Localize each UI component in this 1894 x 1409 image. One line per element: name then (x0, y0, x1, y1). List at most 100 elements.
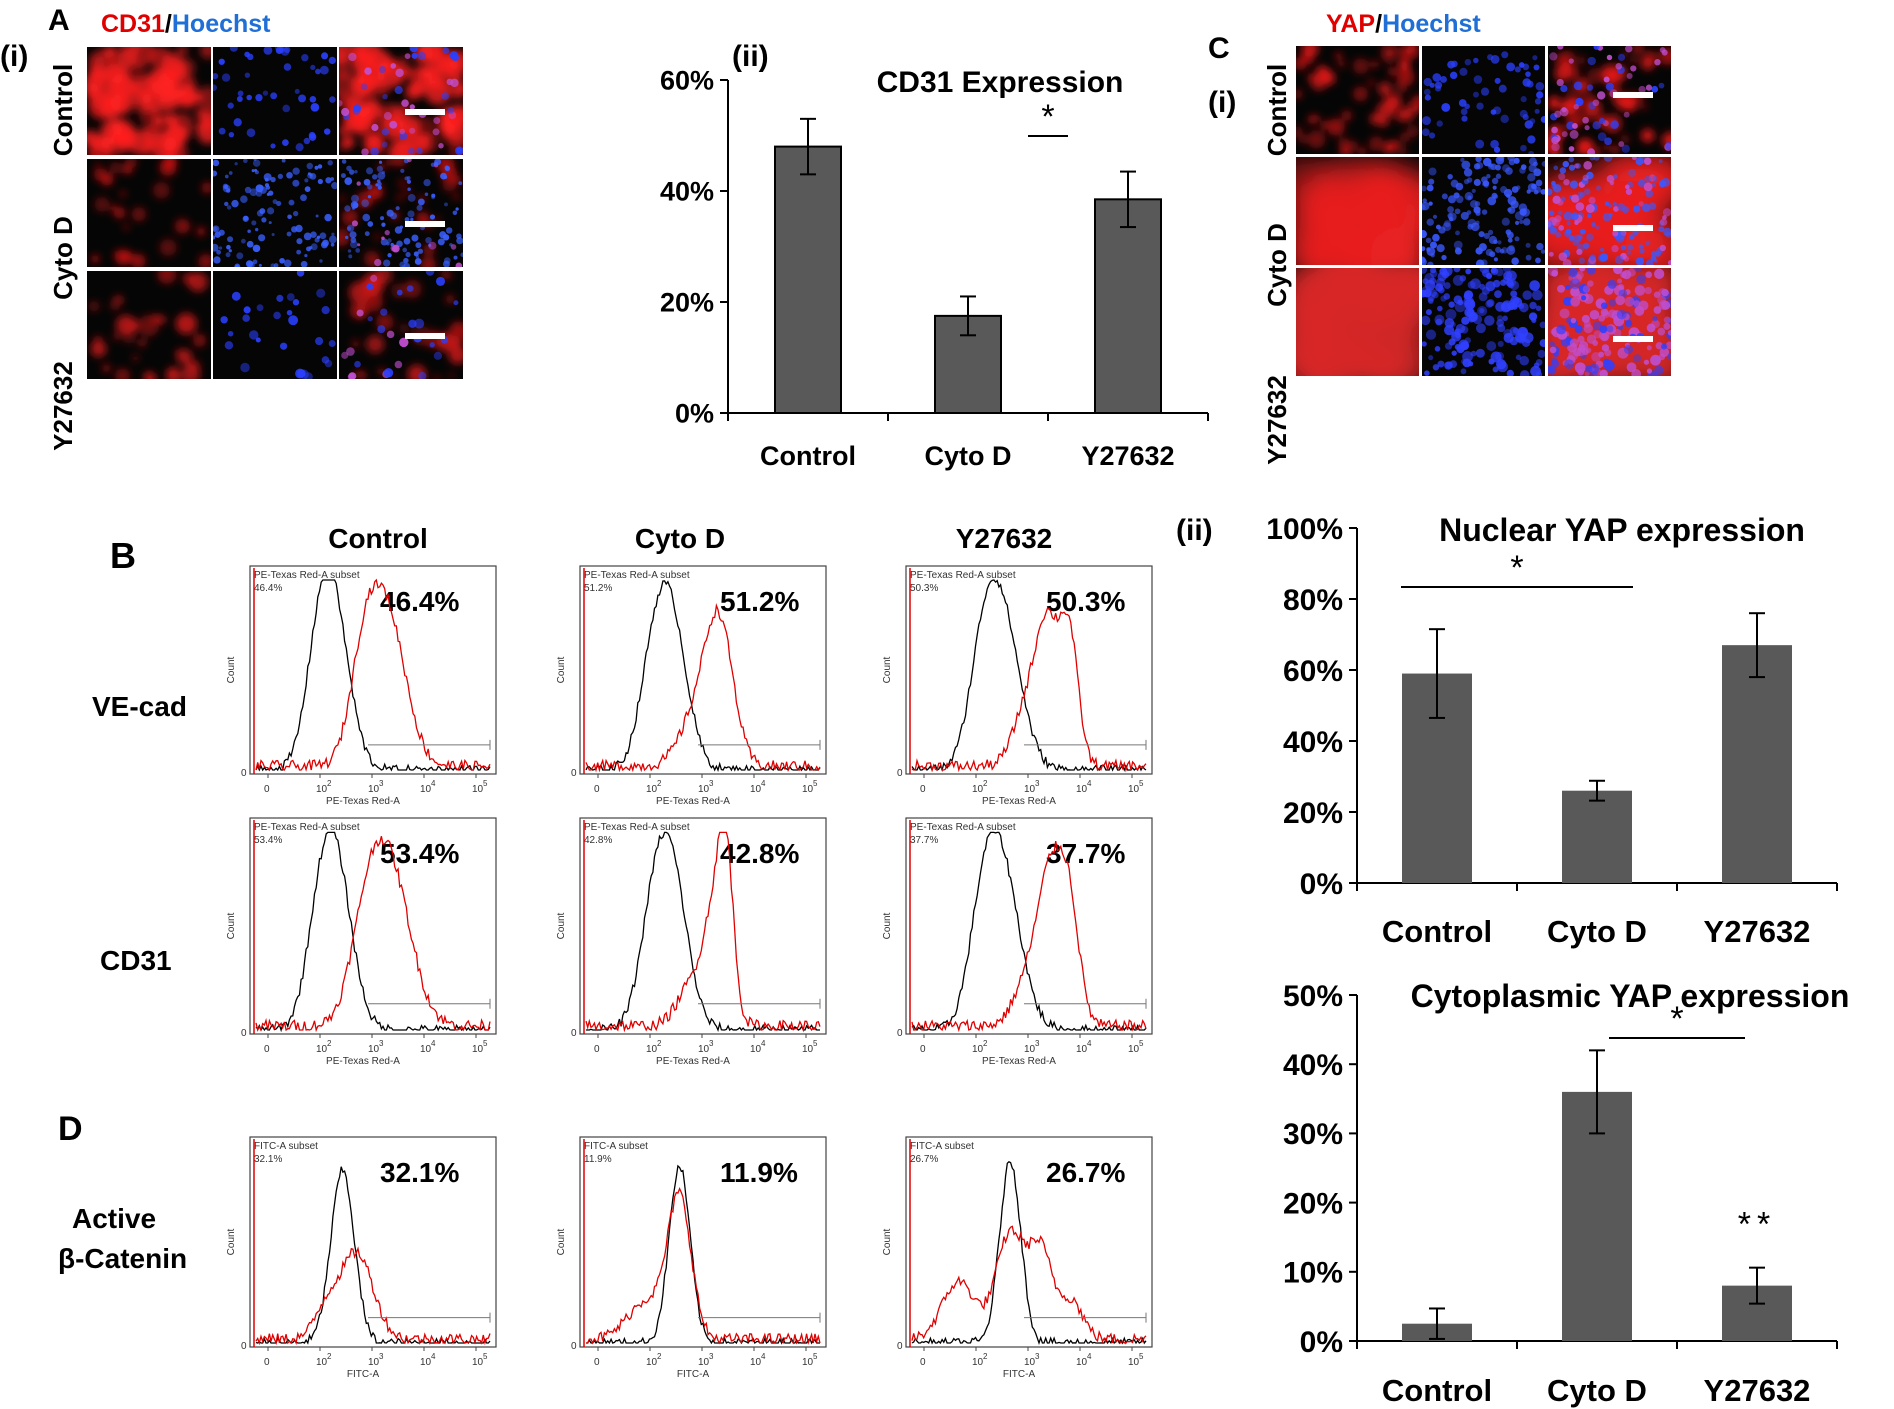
micrograph-r2-c2 (213, 159, 337, 267)
flow-axis-label: PE-Texas Red-A (326, 796, 400, 807)
flow-tick-exponent: 4 (1087, 1352, 1092, 1361)
flow-tick-label: 10 (698, 1044, 710, 1055)
scale-bar (405, 333, 445, 339)
flow-tick-label: 10 (750, 1357, 762, 1368)
flow-tick-label: 10 (316, 1357, 328, 1368)
gate-name: FITC-A subset (254, 1141, 318, 1152)
flow-tick-exponent: 3 (379, 779, 384, 788)
gate-value-small: 53.4% (254, 835, 282, 846)
control-histogram (255, 831, 491, 1033)
category-label: Control (1382, 1373, 1492, 1408)
flow-row-label-cd31: CD31 (100, 945, 172, 976)
flow-axis-label: FITC-A (347, 1369, 380, 1380)
blue-nuclei (213, 47, 336, 152)
flow-histogram-r2-c3: PE-Texas Red-A subset 37.7% 37.7% Count 0 0 10… (882, 817, 1153, 1067)
y-tick-label: 30% (1283, 1118, 1343, 1151)
flow-histogram-r2-c1: PE-Texas Red-A subset 53.4% 53.4% Count 0 0 10… (226, 817, 497, 1067)
stained-histogram (255, 836, 491, 1033)
gate-value-small: 51.2% (584, 583, 612, 594)
chart-title: CD31 Expression (877, 66, 1124, 99)
flow-tick-exponent: 5 (813, 779, 818, 788)
micro-c-stain-blue: Hoechst (1382, 10, 1481, 38)
stained-histogram (585, 603, 821, 773)
control-histogram (911, 1161, 1147, 1346)
micro-a-row-label-control: Control (48, 64, 78, 156)
gate-name: PE-Texas Red-A subset (584, 570, 690, 581)
y-tick-label: 20% (1283, 1187, 1343, 1220)
y-tick-label: 0% (1300, 1326, 1343, 1359)
stained-histogram (255, 578, 491, 772)
flow-tick-exponent: 2 (657, 1039, 662, 1048)
baseline-label: 0 (897, 1028, 903, 1039)
bar-control (774, 145, 842, 414)
count-axis-label: Count (882, 912, 893, 939)
red-signal (90, 159, 211, 267)
flow-tick-label: 10 (972, 1044, 984, 1055)
micrograph-r3-c2 (213, 271, 337, 379)
flow-tick-exponent: 3 (709, 1039, 714, 1048)
bar-y27632 (1722, 645, 1792, 883)
micro-c-row-label-y27632: Y27632 (1262, 375, 1292, 465)
flow-tick-label: 10 (802, 1044, 814, 1055)
flow-tick-label: 10 (1128, 784, 1140, 795)
flow-tick-label: 10 (750, 784, 762, 795)
flow-tick-label: 10 (646, 784, 658, 795)
flow-tick-exponent: 4 (761, 779, 766, 788)
flow-tick-exponent: 3 (379, 1352, 384, 1361)
y-tick-label: 0% (675, 399, 714, 429)
micrograph-r3-c3 (339, 271, 463, 379)
flow-tick-exponent: 2 (983, 1039, 988, 1048)
red-signal (1296, 46, 1419, 154)
flow-axis-label: PE-Texas Red-A (982, 796, 1056, 807)
micrograph-r1-c1 (1296, 46, 1419, 154)
y-tick-label: 60% (660, 66, 714, 96)
count-axis-label: Count (226, 656, 237, 683)
flow-tick-label: 0 (264, 1357, 270, 1368)
panel-letter-a: A (48, 4, 70, 37)
scale-bar (1613, 92, 1653, 98)
y-tick-label: 20% (1283, 797, 1343, 830)
histogram-frame (579, 817, 827, 1035)
flow-tick-exponent: 3 (709, 1352, 714, 1361)
flow-tick-label: 10 (420, 1357, 432, 1368)
category-label: Control (760, 441, 856, 471)
gate-value-small: 11.9% (584, 1154, 612, 1165)
flow-tick-exponent: 5 (1139, 779, 1144, 788)
flow-tick-exponent: 2 (983, 779, 988, 788)
category-label: Cyto D (1547, 1373, 1647, 1408)
flow-tick-label: 0 (920, 1044, 926, 1055)
blue-nuclei (1548, 268, 1671, 376)
flow-tick-exponent: 5 (483, 1039, 488, 1048)
panel-c-ii-label: (ii) (1176, 514, 1213, 547)
flow-tick-exponent: 4 (761, 1039, 766, 1048)
flow-tick-exponent: 3 (1035, 1039, 1040, 1048)
red-signal (1296, 268, 1419, 376)
annotation-stars: ** (1738, 1206, 1776, 1244)
red-signal (87, 47, 211, 155)
flow-col-header-cytod: Cyto D (635, 523, 725, 554)
chart-title: Nuclear YAP expression (1439, 512, 1805, 548)
control-histogram (255, 579, 491, 772)
y-tick-label: 40% (660, 177, 714, 207)
flow-histogram-r2-c2: PE-Texas Red-A subset 42.8% 42.8% Count 0 0 10… (556, 817, 827, 1067)
flow-histogram-r1-c2: PE-Texas Red-A subset 51.2% 51.2% Count 0 0 10… (556, 565, 827, 807)
gate-value-small: 32.1% (254, 1154, 282, 1165)
y-tick-label: 40% (1283, 1049, 1343, 1082)
y-tick-label: 10% (1283, 1257, 1343, 1290)
nuclear-yap-chart: 0% 20% 40% 60% 80% 100% Control Cyto D Y27632 Nuc… (1266, 512, 1838, 949)
panel-letter-b: B (110, 535, 136, 576)
flow-tick-label: 10 (368, 1357, 380, 1368)
flow-tick-exponent: 4 (431, 1039, 436, 1048)
flow-histogram-r1-c3: PE-Texas Red-A subset 50.3% 50.3% Count 0 0 10… (882, 565, 1153, 807)
baseline-label: 0 (897, 1341, 903, 1352)
micrograph-r3-c1 (1296, 268, 1419, 376)
category-label: Y27632 (1704, 1373, 1811, 1408)
count-axis-label: Count (556, 912, 567, 939)
baseline-label: 0 (571, 768, 577, 779)
gate-value-small: 46.4% (254, 583, 282, 594)
gate-percentage: 32.1% (380, 1157, 459, 1188)
flow-tick-label: 10 (1076, 784, 1088, 795)
flow-tick-label: 10 (1024, 1044, 1036, 1055)
scale-bar (1613, 225, 1653, 231)
gate-value-small: 50.3% (910, 583, 938, 594)
